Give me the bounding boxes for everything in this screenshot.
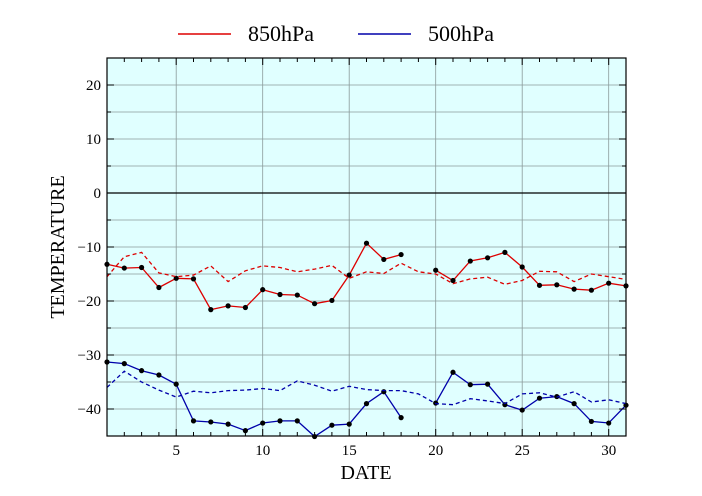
y-tick-label: −30 bbox=[78, 348, 101, 364]
data-point bbox=[381, 256, 387, 263]
data-point bbox=[208, 419, 214, 425]
data-point bbox=[139, 368, 145, 374]
y-tick-label: −10 bbox=[78, 240, 101, 256]
data-point bbox=[173, 381, 179, 387]
data-point bbox=[606, 280, 612, 286]
y-tick-label: 0 bbox=[94, 186, 102, 202]
series-line bbox=[435, 371, 627, 424]
data-point bbox=[225, 303, 231, 309]
data-point bbox=[139, 264, 145, 271]
data-point bbox=[363, 401, 370, 407]
data-point bbox=[208, 307, 214, 313]
series-line bbox=[106, 361, 402, 438]
y-axis-title: TEMPERATURE bbox=[47, 175, 69, 318]
x-tick-label: 30 bbox=[601, 443, 616, 459]
series-line bbox=[106, 370, 627, 406]
data-point bbox=[363, 240, 370, 246]
data-point bbox=[346, 421, 352, 427]
x-tick-label: 25 bbox=[515, 443, 530, 459]
data-point bbox=[536, 395, 543, 401]
data-point bbox=[156, 372, 162, 378]
data-point bbox=[398, 415, 404, 421]
data-point bbox=[588, 418, 595, 425]
data-point bbox=[571, 401, 577, 407]
x-axis-title: DATE bbox=[340, 462, 391, 484]
data-point bbox=[467, 382, 473, 388]
data-point bbox=[329, 297, 335, 304]
grid-lines bbox=[107, 58, 626, 436]
legend-entry-2: 500hPa bbox=[358, 21, 494, 46]
data-point bbox=[260, 420, 266, 426]
data-point bbox=[277, 418, 283, 424]
data-point bbox=[433, 267, 439, 273]
x-tick-label: 10 bbox=[255, 443, 270, 459]
series-4 bbox=[106, 370, 627, 406]
data-point bbox=[485, 255, 491, 261]
series-line bbox=[106, 242, 402, 311]
data-point bbox=[485, 381, 491, 387]
data-point bbox=[398, 251, 404, 258]
y-tick-label: −20 bbox=[78, 294, 101, 310]
data-point bbox=[190, 276, 197, 282]
y-tick-label: −40 bbox=[78, 402, 101, 418]
data-point bbox=[242, 304, 248, 311]
x-tick-label: 20 bbox=[428, 443, 443, 459]
legend-label: 500hPa bbox=[428, 21, 494, 46]
data-point bbox=[121, 265, 127, 271]
axis-ticks: 5 10 15 20 25 30 −40 −30 −20 −10 0 10 20 bbox=[78, 57, 627, 459]
series-line bbox=[435, 251, 627, 291]
legend-label: 850hPa bbox=[248, 21, 314, 46]
series-layer bbox=[104, 240, 629, 440]
data-point bbox=[450, 369, 456, 375]
series-3 bbox=[104, 359, 629, 440]
series-2 bbox=[106, 251, 627, 285]
data-point bbox=[294, 418, 300, 424]
series-1 bbox=[104, 240, 629, 313]
data-point bbox=[156, 284, 162, 291]
data-point bbox=[450, 277, 456, 284]
data-point bbox=[536, 282, 543, 288]
data-point bbox=[571, 286, 577, 292]
x-tick-label: 5 bbox=[172, 443, 180, 459]
legend-entry-1: 850hPa bbox=[178, 21, 314, 46]
data-point bbox=[519, 264, 525, 270]
data-point bbox=[242, 428, 248, 434]
data-point bbox=[277, 291, 283, 298]
data-point bbox=[329, 422, 335, 428]
data-point bbox=[519, 407, 525, 413]
y-tick-label: 20 bbox=[86, 78, 101, 94]
data-point bbox=[467, 258, 473, 264]
data-point bbox=[225, 421, 231, 427]
data-point bbox=[606, 420, 612, 426]
data-point bbox=[346, 272, 352, 278]
series-line bbox=[106, 251, 627, 285]
data-point bbox=[554, 282, 560, 288]
x-tick-label: 15 bbox=[342, 443, 357, 459]
data-point bbox=[312, 301, 318, 307]
legend: 850hPa 500hPa bbox=[178, 21, 494, 46]
data-point bbox=[588, 287, 595, 293]
data-point bbox=[502, 249, 508, 255]
data-point bbox=[121, 361, 127, 367]
data-point bbox=[190, 418, 197, 424]
data-point bbox=[260, 287, 266, 293]
y-tick-label: 10 bbox=[86, 132, 101, 148]
data-point bbox=[294, 292, 300, 298]
